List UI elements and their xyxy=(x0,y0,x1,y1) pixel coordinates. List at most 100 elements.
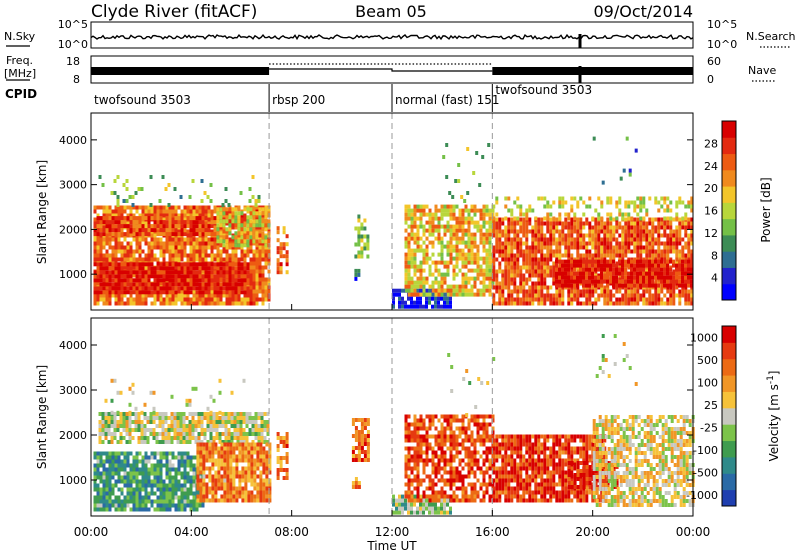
heatmap-cell xyxy=(663,196,667,201)
heatmap-cell xyxy=(461,240,465,245)
heatmap-cell xyxy=(440,280,444,285)
heatmap-cell xyxy=(410,300,413,305)
heatmap-cell xyxy=(413,268,417,273)
heatmap-cell xyxy=(234,266,238,271)
heatmap-cell xyxy=(231,266,235,271)
heatmap-cell xyxy=(135,467,139,472)
heatmap-cell xyxy=(654,196,658,201)
heatmap-cell xyxy=(186,209,190,214)
heatmap-cell xyxy=(513,253,517,258)
heatmap-cell xyxy=(261,235,265,240)
heatmap-cell xyxy=(507,249,511,254)
heatmap-cell xyxy=(159,266,163,271)
heatmap-cell xyxy=(487,143,491,147)
heatmap-cell xyxy=(687,237,691,242)
heatmap-cell xyxy=(422,276,426,281)
heatmap-cell xyxy=(111,253,115,258)
heatmap-cell xyxy=(180,220,184,225)
heatmap-cell xyxy=(125,199,129,203)
heatmap-cell xyxy=(458,216,462,221)
heatmap-cell xyxy=(467,248,471,253)
heatmap-cell xyxy=(416,300,419,305)
heatmap-cell xyxy=(200,179,204,183)
heatmap-cell xyxy=(546,261,550,266)
heatmap-cell xyxy=(156,286,160,291)
heatmap-cell xyxy=(213,270,217,275)
heatmap-cell xyxy=(684,257,688,262)
heatmap-cell xyxy=(455,272,459,277)
heatmap-cell xyxy=(120,286,124,291)
heatmap-cell xyxy=(129,205,133,210)
heatmap-cell xyxy=(117,487,121,492)
heatmap-cell xyxy=(404,252,408,257)
heatmap-cell xyxy=(153,253,157,258)
heatmap-cell xyxy=(120,216,124,221)
heatmap-cell xyxy=(603,229,607,234)
heatmap-cell xyxy=(126,491,130,496)
heatmap-cell xyxy=(141,459,145,464)
heatmap-cell xyxy=(561,293,565,298)
heatmap-cell xyxy=(434,288,438,293)
heatmap-cell xyxy=(132,475,136,480)
heatmap-cell xyxy=(108,274,112,279)
heatmap-cell xyxy=(425,248,429,253)
heatmap-cell xyxy=(213,262,217,267)
heatmap-cell xyxy=(501,229,505,234)
heatmap-cell xyxy=(654,263,657,268)
heatmap-cell xyxy=(249,207,253,212)
heatmap-cell xyxy=(552,261,556,266)
heatmap-cell xyxy=(534,241,538,246)
heatmap-cell xyxy=(464,228,468,233)
heatmap-cell xyxy=(105,213,109,218)
heatmap-cell xyxy=(582,225,586,230)
heatmap-cell xyxy=(663,257,667,262)
heatmap-cell xyxy=(120,290,124,295)
heatmap-cell xyxy=(279,246,283,251)
heatmap-cell xyxy=(159,249,163,254)
heatmap-cell xyxy=(237,231,241,236)
heatmap-cell xyxy=(552,265,556,270)
heatmap-cell xyxy=(93,282,97,287)
heatmap-cell xyxy=(642,275,645,280)
heatmap-cell xyxy=(159,270,163,275)
heatmap-cell xyxy=(663,249,667,254)
heatmap-cell xyxy=(207,293,211,298)
heatmap-cell xyxy=(455,204,459,209)
heatmap-cell xyxy=(126,245,130,250)
heatmap-cell xyxy=(600,259,603,264)
heatmap-cell xyxy=(98,175,102,179)
heatmap-cell xyxy=(153,507,157,512)
heatmap-cell xyxy=(174,290,178,295)
heatmap-cell xyxy=(162,503,166,508)
heatmap-cell xyxy=(108,297,112,302)
heatmap-cell xyxy=(510,208,514,213)
heatmap-cell xyxy=(201,269,205,274)
heatmap-cell xyxy=(246,249,250,254)
heatmap-cell xyxy=(354,272,358,277)
heatmap-cell xyxy=(663,279,666,284)
heatmap-cell xyxy=(180,451,184,456)
heatmap-cell xyxy=(470,208,474,213)
heatmap-cell xyxy=(105,285,109,290)
heatmap-cell xyxy=(684,271,687,276)
heatmap-cell xyxy=(237,233,241,238)
heatmap-cell xyxy=(582,212,586,217)
power-colorbar-label: Power [dB] xyxy=(759,177,773,242)
heatmap-cell xyxy=(285,242,289,247)
heatmap-cell xyxy=(192,224,196,229)
heatmap-cell xyxy=(108,290,112,295)
heatmap-cell xyxy=(455,220,459,225)
heatmap-cell xyxy=(440,236,444,241)
heatmap-cell xyxy=(669,275,672,280)
heatmap-cell xyxy=(639,225,643,230)
heatmap-cell xyxy=(99,479,103,484)
heatmap-cell xyxy=(540,297,544,302)
heatmap-cell xyxy=(567,237,571,242)
heatmap-cell xyxy=(488,284,492,289)
heatmap-cell xyxy=(663,301,667,306)
heatmap-cell xyxy=(159,479,163,484)
heatmap-cell xyxy=(461,236,465,241)
heatmap-cell xyxy=(413,212,417,217)
heatmap-cell xyxy=(561,301,565,306)
heatmap-cell xyxy=(552,233,556,238)
